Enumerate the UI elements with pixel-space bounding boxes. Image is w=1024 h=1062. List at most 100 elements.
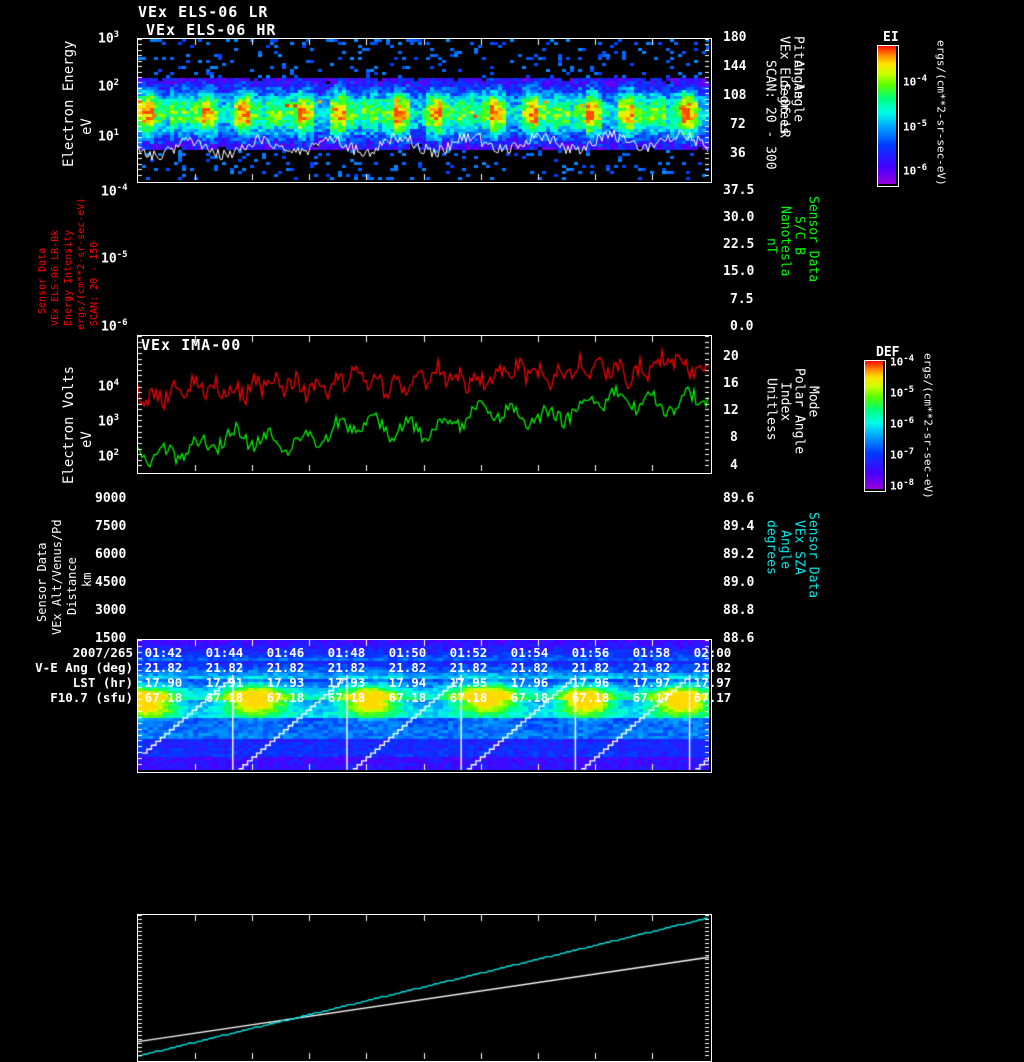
panel3-ytick-2: 102	[98, 448, 120, 465]
panel1-ylabel-1: Electron Energy	[61, 40, 77, 167]
f107-cell-3: 67.18	[327, 690, 366, 705]
table-row-ve-ang: V-E Ang (deg) 21.82 21.82 21.82 21.82 21…	[18, 660, 743, 675]
ei-colorbar-tick-0: 10-4	[903, 74, 928, 89]
f107-cell-4: 67.18	[388, 690, 427, 705]
panel1-plot-area	[137, 38, 712, 183]
lst-cell-1: 17.91	[205, 675, 244, 690]
panel4-plot-area	[137, 914, 712, 1062]
panel4-rtick-0: 89.6	[723, 491, 755, 506]
plot-page: VEx ELS-06 LR VEx ELS-06 HR Electron Ene…	[18, 3, 948, 1062]
def-colorbar-tick-3: 10-7	[890, 447, 915, 462]
els-spectrogram-canvas	[138, 39, 709, 180]
panel3-ytick-1: 103	[98, 413, 120, 430]
table-row-f107: F10.7 (sfu) 67.18 67.18 67.18 67.18 67.1…	[18, 690, 743, 705]
bottom-info-table: 2007/265 01:42 01:44 01:46 01:48 01:50 0…	[18, 645, 743, 705]
panel4-rtick-4: 88.8	[723, 603, 755, 618]
panel1-title-lr: VEx ELS-06 LR	[138, 3, 269, 21]
panel2-rtick-5: 0.0	[730, 319, 754, 334]
ve-ang-cell-2: 21.82	[266, 660, 305, 675]
panel4-rtick-3: 89.0	[723, 575, 755, 590]
panel2-llabel-3: ergs/(cm**2-sr-sec-eV)	[76, 197, 87, 330]
panel2-rlabel-1: S/C B	[791, 216, 807, 256]
panel1-rtick-2: 108	[723, 88, 747, 103]
panel2-rtick-3: 15.0	[723, 264, 755, 279]
time-cell-6: 01:54	[510, 645, 549, 660]
panel4-ytick-1: 7500	[95, 519, 127, 534]
panel4-llabel-1: VEx Alt/Venus/Pd	[50, 519, 64, 635]
lst-cell-3: 17.93	[327, 675, 366, 690]
f107-cell-2: 67.18	[266, 690, 305, 705]
panel3-ytick-0: 104	[98, 378, 120, 395]
f107-cell-6: 67.18	[510, 690, 549, 705]
lst-cell-0: 17.90	[144, 675, 183, 690]
panel1-rlabel-4: SCAN: 20 - 300	[762, 60, 778, 170]
panel4-llabel-2: Distance	[65, 557, 79, 615]
ve-ang-cell-3: 21.82	[327, 660, 366, 675]
panel2-rlabel-2: Nanotesla	[777, 206, 793, 277]
panel3-rtick-0: 20	[723, 349, 739, 364]
f107-cell-1: 67.18	[205, 690, 244, 705]
panel3-rtick-3: 8	[730, 430, 738, 445]
def-colorbar-tick-1: 10-5	[890, 385, 915, 400]
f107-cell-7: 67.18	[571, 690, 610, 705]
ve-ang-cell-5: 21.82	[449, 660, 488, 675]
time-cell-2: 01:46	[266, 645, 305, 660]
panel2-rtick-2: 22.5	[723, 237, 755, 252]
panel4-llabel-3: km	[80, 572, 94, 587]
panel2-rtick-0: 37.5	[723, 183, 755, 198]
panel1-rtick-4: 36	[730, 146, 746, 161]
panel4-rlabel-1: VEx SZA	[791, 520, 807, 575]
time-cell-5: 01:52	[449, 645, 488, 660]
row-label-date: 2007/265	[72, 645, 133, 660]
panel1-rlabel-3: degrees	[776, 80, 792, 135]
ei-colorbar-units: ergs/(cm**2-sr-sec-eV)	[934, 40, 948, 186]
panel4-rlabel-3: degrees	[763, 520, 779, 575]
lst-cell-4: 17.94	[388, 675, 427, 690]
panel2-llabel-1: VEx ELS-06 LR-Bk	[50, 229, 61, 326]
panel1-rtick-1: 144	[723, 59, 747, 74]
lst-cell-5: 17.95	[449, 675, 488, 690]
panel2-ytick-0: 10-4	[101, 183, 128, 200]
panel3-title: VEx IMA-00	[141, 336, 242, 354]
row-label-ve-ang: V-E Ang (deg)	[35, 660, 133, 675]
def-colorbar-units: ergs/(cm**2-sr-sec-eV)	[921, 353, 935, 499]
ei-colorbar-tick-1: 10-5	[903, 119, 928, 134]
lst-cell-7: 17.96	[571, 675, 610, 690]
panel2-llabel-4: SCAN: 20 - 150	[89, 241, 100, 326]
table-row-date-times: 2007/265 01:42 01:44 01:46 01:48 01:50 0…	[18, 645, 743, 660]
time-cell-3: 01:48	[327, 645, 366, 660]
ei-colorbar-tick-2: 10-6	[903, 163, 928, 178]
def-colorbar-tick-0: 10-4	[890, 354, 915, 369]
lst-cell-2: 17.93	[266, 675, 305, 690]
ve-ang-cell-6: 21.82	[510, 660, 549, 675]
def-colorbar-gradient	[864, 360, 886, 492]
panel4-rtick-2: 89.2	[723, 547, 755, 562]
panel3-rlabel-0: Mode	[805, 386, 821, 418]
altitude-sza-canvas	[138, 915, 709, 1059]
ve-ang-cell-8: 21.82	[632, 660, 671, 675]
panel4-ytick-5: 1500	[95, 631, 127, 646]
panel1-ylabel-2: eV	[79, 118, 95, 135]
energy-b-canvas	[138, 336, 709, 471]
panel3-ylabel-2: eV	[79, 431, 95, 448]
panel1-rtick-3: 72	[730, 117, 746, 132]
ve-ang-cell-4: 21.82	[388, 660, 427, 675]
panel2-llabel-0: Sensor Data	[37, 247, 48, 314]
panel4-rtick-5: 88.6	[723, 631, 755, 646]
panel4-llabel-0: Sensor Data	[35, 542, 49, 622]
panel4-rtick-1: 89.4	[723, 519, 755, 534]
f107-cell-5: 67.18	[449, 690, 488, 705]
time-cell-4: 01:50	[388, 645, 427, 660]
panel2-rtick-1: 30.0	[723, 210, 755, 225]
panel1-ytick-0: 103	[98, 30, 120, 47]
panel3-rtick-1: 16	[723, 376, 739, 391]
f107-cell-9: 67.17	[693, 690, 732, 705]
panel3-rlabel-1: Polar Angle	[791, 368, 807, 455]
panel4-ytick-2: 6000	[95, 547, 127, 562]
lst-cell-6: 17.96	[510, 675, 549, 690]
row-label-f107: F10.7 (sfu)	[50, 690, 133, 705]
time-cell-9: 02:00	[693, 645, 732, 660]
panel4-ytick-3: 4500	[95, 575, 127, 590]
def-colorbar-tick-4: 10-8	[890, 478, 915, 493]
panel4-ytick-4: 3000	[95, 603, 127, 618]
